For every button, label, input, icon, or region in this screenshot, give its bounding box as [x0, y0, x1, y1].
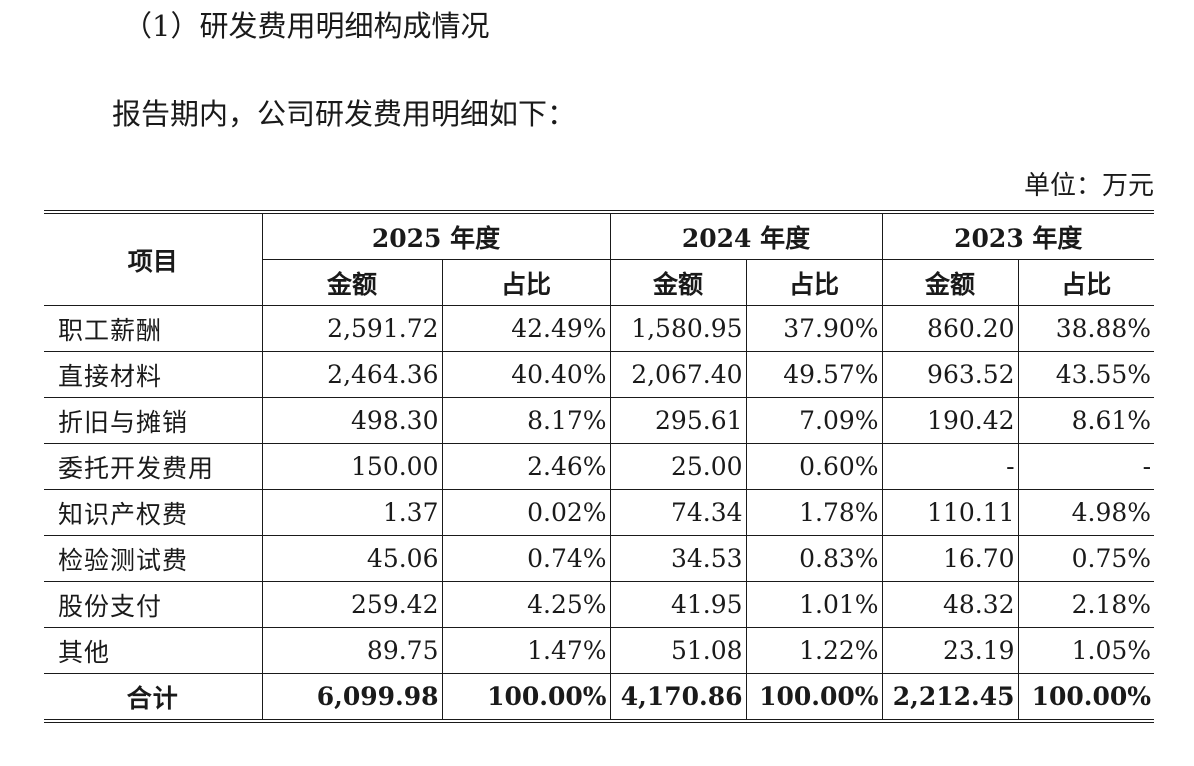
table-row: 职工薪酬 2,591.72 42.49% 1,580.95 37.90% 860… — [44, 305, 1155, 352]
row-item-label: 其他 — [44, 627, 263, 674]
amount-2025-cell: 45.06 — [261, 535, 443, 582]
amount-2023-cell: 48.32 — [881, 581, 1019, 628]
amount-2025-cell: 498.30 — [261, 397, 443, 444]
total-label: 合计 — [44, 673, 263, 722]
ratio-2025-cell: 4.25% — [441, 581, 611, 628]
total-ratio-2024-cell: 100.00% — [745, 673, 883, 722]
amount-2024-cell: 1,580.95 — [609, 305, 747, 352]
total-amount-2024-cell: 4,170.86 — [609, 673, 747, 722]
amount-header: 金额 — [881, 259, 1019, 306]
ratio-2023-cell: 4.98% — [1017, 489, 1155, 536]
ratio-2023-cell: 8.61% — [1017, 397, 1155, 444]
ratio-2025-cell: 8.17% — [441, 397, 611, 444]
total-ratio-2023-cell: 100.00% — [1017, 673, 1155, 722]
table-row: 委托开发费用 150.00 2.46% 25.00 0.60% - - — [44, 443, 1155, 490]
total-ratio-2025-cell: 100.00% — [441, 673, 611, 722]
amount-2023-cell: - — [881, 443, 1019, 490]
ratio-2023-cell: 0.75% — [1017, 535, 1155, 582]
ratio-header: 占比 — [745, 259, 883, 306]
amount-2025-cell: 150.00 — [261, 443, 443, 490]
ratio-2023-cell: 1.05% — [1017, 627, 1155, 674]
amount-2025-cell: 2,464.36 — [261, 351, 443, 398]
row-item-label: 委托开发费用 — [44, 443, 263, 490]
amount-2023-cell: 23.19 — [881, 627, 1019, 674]
amount-2024-cell: 2,067.40 — [609, 351, 747, 398]
amount-2023-cell: 16.70 — [881, 535, 1019, 582]
ratio-2024-cell: 0.83% — [745, 535, 883, 582]
section-heading: （1）研发费用明细构成情况 — [123, 9, 490, 43]
amount-2024-cell: 51.08 — [609, 627, 747, 674]
amount-2024-cell: 295.61 — [609, 397, 747, 444]
ratio-header: 占比 — [1017, 259, 1155, 306]
total-row: 合计 6,099.98 100.00% 4,170.86 100.00% 2,2… — [44, 673, 1155, 722]
amount-2023-cell: 110.11 — [881, 489, 1019, 536]
ratio-2025-cell: 1.47% — [441, 627, 611, 674]
amount-2025-cell: 89.75 — [261, 627, 443, 674]
intro-paragraph: 报告期内，公司研发费用明细如下： — [112, 97, 577, 131]
amount-header: 金额 — [609, 259, 747, 306]
sub-header-row: 金额 占比 金额 占比 金额 占比 — [44, 259, 1155, 306]
row-item-label: 知识产权费 — [44, 489, 263, 536]
ratio-2024-cell: 0.60% — [745, 443, 883, 490]
table-row: 股份支付 259.42 4.25% 41.95 1.01% 48.32 2.18… — [44, 581, 1155, 628]
amount-2025-cell: 1.37 — [261, 489, 443, 536]
ratio-2023-cell: 43.55% — [1017, 351, 1155, 398]
amount-2023-cell: 190.42 — [881, 397, 1019, 444]
ratio-2024-cell: 7.09% — [745, 397, 883, 444]
table-row: 折旧与摊销 498.30 8.17% 295.61 7.09% 190.42 8… — [44, 397, 1155, 444]
unit-label: 单位：万元 — [1023, 171, 1154, 201]
ratio-2024-cell: 1.78% — [745, 489, 883, 536]
row-item-label: 直接材料 — [44, 351, 263, 398]
amount-2024-cell: 25.00 — [609, 443, 747, 490]
ratio-2024-cell: 37.90% — [745, 305, 883, 352]
amount-header: 金额 — [262, 259, 443, 306]
total-amount-2023-cell: 2,212.45 — [881, 673, 1019, 722]
amount-2025-cell: 2,591.72 — [261, 305, 443, 352]
rd-expense-table: 项目 2025 年度 2024 年度 2023 年度 金额 占比 金额 占比 金… — [44, 210, 1155, 723]
total-amount-2025-cell: 6,099.98 — [261, 673, 443, 722]
year-header-2024: 2024 年度 — [609, 211, 883, 260]
row-item-label: 职工薪酬 — [44, 305, 263, 352]
year-header-row: 项目 2025 年度 2024 年度 2023 年度 — [44, 211, 1155, 306]
ratio-2023-cell: - — [1017, 443, 1155, 490]
table-row: 知识产权费 1.37 0.02% 74.34 1.78% 110.11 4.98… — [44, 489, 1155, 536]
ratio-2024-cell: 1.22% — [745, 627, 883, 674]
amount-2024-cell: 74.34 — [609, 489, 747, 536]
row-item-label: 折旧与摊销 — [44, 397, 263, 444]
ratio-2025-cell: 0.74% — [441, 535, 611, 582]
table-row: 其他 89.75 1.47% 51.08 1.22% 23.19 1.05% — [44, 627, 1155, 674]
row-item-label: 股份支付 — [44, 581, 263, 628]
ratio-2023-cell: 38.88% — [1017, 305, 1155, 352]
item-column-header: 项目 — [44, 211, 263, 306]
table-row: 直接材料 2,464.36 40.40% 2,067.40 49.57% 963… — [44, 351, 1155, 398]
year-header-2025: 2025 年度 — [261, 211, 611, 260]
row-item-label: 检验测试费 — [44, 535, 263, 582]
ratio-2025-cell: 42.49% — [441, 305, 611, 352]
year-header-2023: 2023 年度 — [881, 211, 1155, 260]
amount-2024-cell: 41.95 — [609, 581, 747, 628]
ratio-2024-cell: 49.57% — [745, 351, 883, 398]
ratio-2025-cell: 0.02% — [441, 489, 611, 536]
ratio-2025-cell: 2.46% — [441, 443, 611, 490]
ratio-2025-cell: 40.40% — [441, 351, 611, 398]
amount-2024-cell: 34.53 — [609, 535, 747, 582]
amount-2023-cell: 860.20 — [881, 305, 1019, 352]
ratio-2023-cell: 2.18% — [1017, 581, 1155, 628]
ratio-header: 占比 — [441, 259, 611, 306]
amount-2023-cell: 963.52 — [881, 351, 1019, 398]
amount-2025-cell: 259.42 — [261, 581, 443, 628]
table-row: 检验测试费 45.06 0.74% 34.53 0.83% 16.70 0.75… — [44, 535, 1155, 582]
ratio-2024-cell: 1.01% — [745, 581, 883, 628]
